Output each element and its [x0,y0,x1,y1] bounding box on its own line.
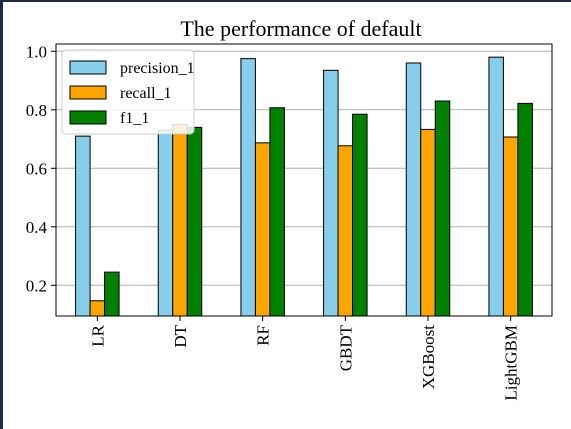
y-tick-label: 1.0 [26,42,47,61]
bar-recall-1-xgboost [420,128,436,317]
x-tick-label: LightGBM [502,325,521,401]
bar-recall-1-dt [172,123,188,317]
bar-precision-1-lr [75,135,91,317]
bar-recall-1-lr [89,300,106,317]
legend-swatch-f1-1 [69,110,107,125]
x-axis-ticks: LR DT RF GBDT XGBoost LightGBM [88,316,521,401]
chart-title: The performance of default [180,16,421,41]
x-tick-label: XGBoost [419,325,438,390]
grid-lines [56,50,552,286]
x-tick-label: DT [171,324,190,347]
bar-precision-1-dt [157,129,174,317]
bar-f1-1-lr [104,271,120,317]
y-tick-label: 0.2 [26,276,47,295]
window-left-border [0,0,3,429]
window-top-border [0,0,571,2]
bar-f1-1-gbdt [352,113,368,317]
bar-precision-1-lightgbm [488,56,504,317]
bar-precision-1-gbdt [323,69,339,317]
bar-precision-1-rf [240,58,256,317]
bar-f1-1-lightgbm [517,102,533,317]
legend-label-precision-1: precision_1 [120,60,195,77]
bar-precision-1-xgboost [405,62,422,317]
legend-swatch-precision-1 [69,60,107,75]
x-tick-label: GBDT [336,324,355,371]
plot-area-frame [55,43,553,317]
x-tick-label: RF [254,325,273,346]
bars [75,56,533,317]
bar-recall-1-lightgbm [502,136,519,317]
bar-recall-1-rf [254,142,271,317]
y-tick-label: 0.4 [26,218,48,237]
x-tick-label: LR [88,324,107,346]
legend: precision_1 recall_1 f1_1 [61,49,195,135]
legend-label-recall-1: recall_1 [120,85,172,102]
bar-f1-1-rf [269,107,285,317]
y-tick-label: 0.6 [26,159,47,178]
y-tick-label: 0.8 [26,101,47,120]
bar-f1-1-xgboost [434,100,451,317]
legend-label-f1-1: f1_1 [120,110,149,127]
legend-swatch-recall-1 [69,85,107,100]
bar-f1-1-dt [186,126,203,317]
bar-recall-1-gbdt [337,145,354,317]
y-axis-ticks: 0.2 0.4 0.6 0.8 1.0 [26,42,56,295]
